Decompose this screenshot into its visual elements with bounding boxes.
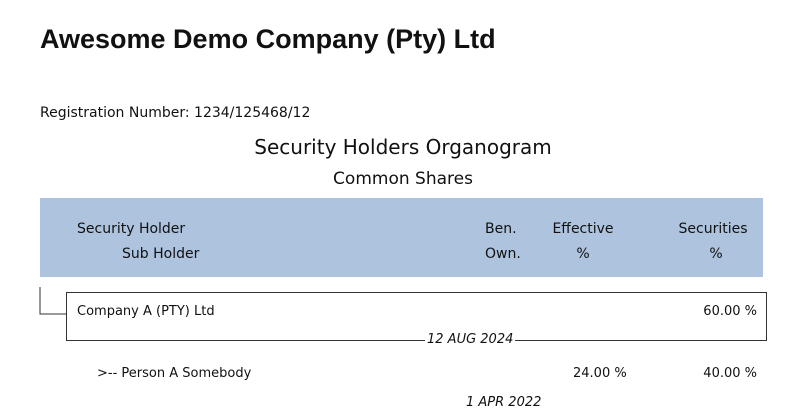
header-label: Effective: [552, 221, 614, 237]
table-header: [40, 198, 763, 277]
effective-pct: 24.00 %: [573, 366, 627, 381]
registration-number: Registration Number: 1234/125468/12: [40, 105, 311, 121]
holder-box: [66, 292, 767, 341]
sub-holder-name: >-- Person A Somebody: [97, 366, 252, 381]
header-label: Sub Holder: [122, 246, 200, 262]
report-title: Security Holders Organogram: [254, 135, 552, 159]
connector-line: [39, 287, 66, 315]
holder-date: 12 AUG 2024: [425, 332, 516, 347]
header-label: Security Holder: [77, 221, 186, 237]
securities-pct: 40.00 %: [703, 366, 757, 381]
header-label: Securities: [678, 221, 748, 237]
sub-holder-date: 1 APR 2022: [466, 395, 542, 410]
holder-name: Company A (PTY) Ltd: [77, 304, 215, 319]
securities-pct: 60.00 %: [703, 304, 757, 319]
header-label: %: [709, 246, 723, 262]
header-label: Own.: [485, 246, 521, 262]
header-label: %: [576, 246, 590, 262]
company-name: Awesome Demo Company (Pty) Ltd: [40, 24, 496, 54]
report-subtitle: Common Shares: [333, 169, 473, 189]
header-label: Ben.: [485, 221, 517, 237]
